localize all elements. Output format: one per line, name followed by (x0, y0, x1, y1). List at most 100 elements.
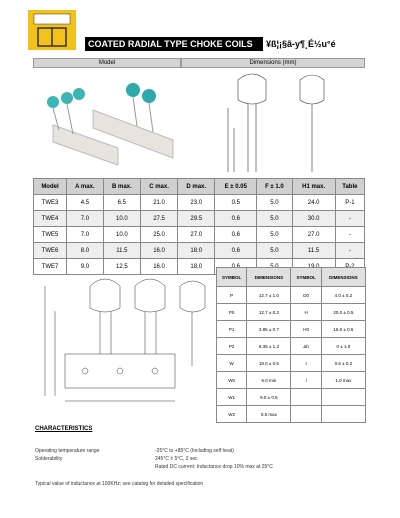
table-cell: 23.0 (177, 194, 216, 211)
logo (28, 10, 76, 50)
table-cell: 4.0 ± 0.2 (320, 286, 367, 304)
table-cell: 10.0 (102, 226, 141, 243)
table-cell: 12.7 ± 0.3 (246, 303, 292, 321)
table-row: P0 12.7 ± 0.3 H 20.0 ± 0.5 (215, 303, 367, 321)
table-cell: 8.0 (65, 242, 104, 259)
table-cell: 18.0 ± 0.5 (246, 354, 292, 372)
table-cell: 5.0 (256, 210, 293, 227)
column-header: F ± 1.0 (256, 178, 293, 195)
table-cell: 0 ± 1.0 (320, 337, 367, 355)
dimension-drawing (227, 73, 325, 172)
table-cell: l (290, 371, 322, 389)
table-cell: 6.35 ± 1.3 (246, 337, 292, 355)
table-cell: t (290, 354, 322, 372)
table-cell: TWE5 (33, 226, 67, 243)
table-cell: W0 (215, 371, 248, 389)
table-row: P1 3.85 ± 0.7 H0 16.0 ± 0.5 (215, 320, 367, 338)
table-cell: H (290, 303, 322, 321)
table-cell: 18.0 (177, 258, 216, 275)
subtitle: ¥ß¦¡§ã-y¶¸É½u°é (266, 39, 336, 49)
empty-cell (290, 405, 322, 423)
section-dimensions: Dimensions (mm) (181, 58, 365, 68)
table-cell: 12.5 (102, 258, 141, 275)
column-header: B max. (102, 178, 141, 195)
column-header: C max. (139, 178, 179, 195)
table-row: W1 9.0 ± 0.5 (215, 388, 367, 406)
table-cell: 5.0 (256, 226, 293, 243)
column-header: DIMENSIONS (320, 267, 367, 287)
table-cell: 9.0 ± 0.5 (246, 388, 292, 406)
column-header: SYMBOL (290, 267, 322, 287)
table-cell: - (334, 226, 366, 243)
characteristic-value: Rated DC current: Inductance drop 10% ma… (155, 464, 273, 470)
table-cell: TWE6 (33, 242, 67, 259)
taping-table: SYMBOL DIMENSIONS SYMBOL DIMENSIONS P 12.7 ± … (215, 267, 367, 423)
column-header: H1 max. (291, 178, 336, 195)
column-header: E ± 0.05 (214, 178, 258, 195)
table-row: W 18.0 ± 0.5 t 0.6 ± 0.2 (215, 354, 367, 372)
table-cell: 0.5 max (246, 405, 292, 423)
section-model: Model (33, 58, 181, 68)
table-cell: - (334, 210, 366, 227)
table-row: W0 6.0 min l 1.0 max (215, 371, 367, 389)
table-cell: 18.0 (177, 242, 216, 259)
table-cell: 3.85 ± 0.7 (246, 320, 292, 338)
table-cell: W (215, 354, 248, 372)
table-cell: 20.0 ± 0.5 (320, 303, 367, 321)
table-row: P 12.7 ± 1.0 D0 4.0 ± 0.2 (215, 286, 367, 304)
table-cell: 16.0 (139, 258, 179, 275)
table-cell: 24.0 (291, 194, 336, 211)
title: COATED RADIAL TYPE CHOKE COILS (85, 37, 263, 51)
taping-drawing (44, 278, 206, 402)
table-cell: W1 (215, 388, 248, 406)
table-cell: 16.0 ± 0.5 (320, 320, 367, 338)
table-cell: W2 (215, 405, 248, 423)
note: Typical value of inductance at 100KHz; s… (35, 481, 204, 487)
table-row: TWE5 7.0 10.0 25.0 27.0 0.6 5.0 27.0- (33, 226, 366, 243)
table-row: TWE6 8.0 11.5 16.0 18.0 0.6 5.0 11.5- (33, 242, 366, 259)
column-header: Model (33, 178, 67, 195)
characteristic-value: 245°C ± 5°C, 3 sec (155, 456, 198, 462)
table-cell: 21.0 (139, 194, 179, 211)
table-cell: TWE7 (33, 258, 67, 275)
empty-cell (320, 388, 367, 406)
characteristic-label: Solderability (35, 456, 63, 462)
table-row: W2 0.5 max (215, 405, 367, 423)
table-cell: 5.0 (256, 194, 293, 211)
empty-cell (290, 388, 322, 406)
table-cell: 7.0 (65, 210, 104, 227)
table-cell: 0.6 ± 0.2 (320, 354, 367, 372)
header-row: Model A max. B max. C max. D max. E ± 0.05 F ±… (33, 178, 366, 195)
table-cell: P (215, 286, 248, 304)
characteristic-row: Solderability 245°C ± 5°C, 3 sec (35, 456, 365, 464)
table-cell: 5.0 (256, 242, 293, 259)
table-cell: 12.7 ± 1.0 (246, 286, 292, 304)
table-cell: 27.0 (291, 226, 336, 243)
table-cell: 9.0 (65, 258, 104, 275)
table-cell: 10.0 (102, 210, 141, 227)
table-cell: P2 (215, 337, 248, 355)
table-cell: 1.0 max (320, 371, 367, 389)
column-header: D max. (177, 178, 216, 195)
table-row: P2 6.35 ± 1.3 Δh 0 ± 1.0 (215, 337, 367, 355)
characteristic-label: Operating temperature range (35, 448, 100, 454)
table-cell: 4.5 (65, 194, 104, 211)
table-cell: 27.5 (139, 210, 179, 227)
column-header: A max. (65, 178, 104, 195)
table-cell: 11.5 (102, 242, 141, 259)
characteristics-list: Operating temperature range -25°C to +85°… (35, 448, 365, 472)
table-cell: P1 (215, 320, 248, 338)
product-photo (47, 83, 174, 166)
table-cell: 0.6 (214, 242, 258, 259)
table-cell: 30.0 (291, 210, 336, 227)
table-cell: H0 (290, 320, 322, 338)
table-cell: 0.5 (214, 194, 258, 211)
table-cell: 0.6 (214, 210, 258, 227)
characteristic-row: Operating temperature range -25°C to +85°… (35, 448, 365, 456)
table-row: TWE3 4.5 6.5 21.0 23.0 0.5 5.0 24.0 P-1 (33, 194, 366, 211)
table-row: TWE4 7.0 10.0 27.5 29.5 0.6 5.0 30.0- (33, 210, 366, 227)
table-cell: 27.0 (177, 226, 216, 243)
table-cell: - (334, 242, 366, 259)
table-cell: 11.5 (291, 242, 336, 259)
